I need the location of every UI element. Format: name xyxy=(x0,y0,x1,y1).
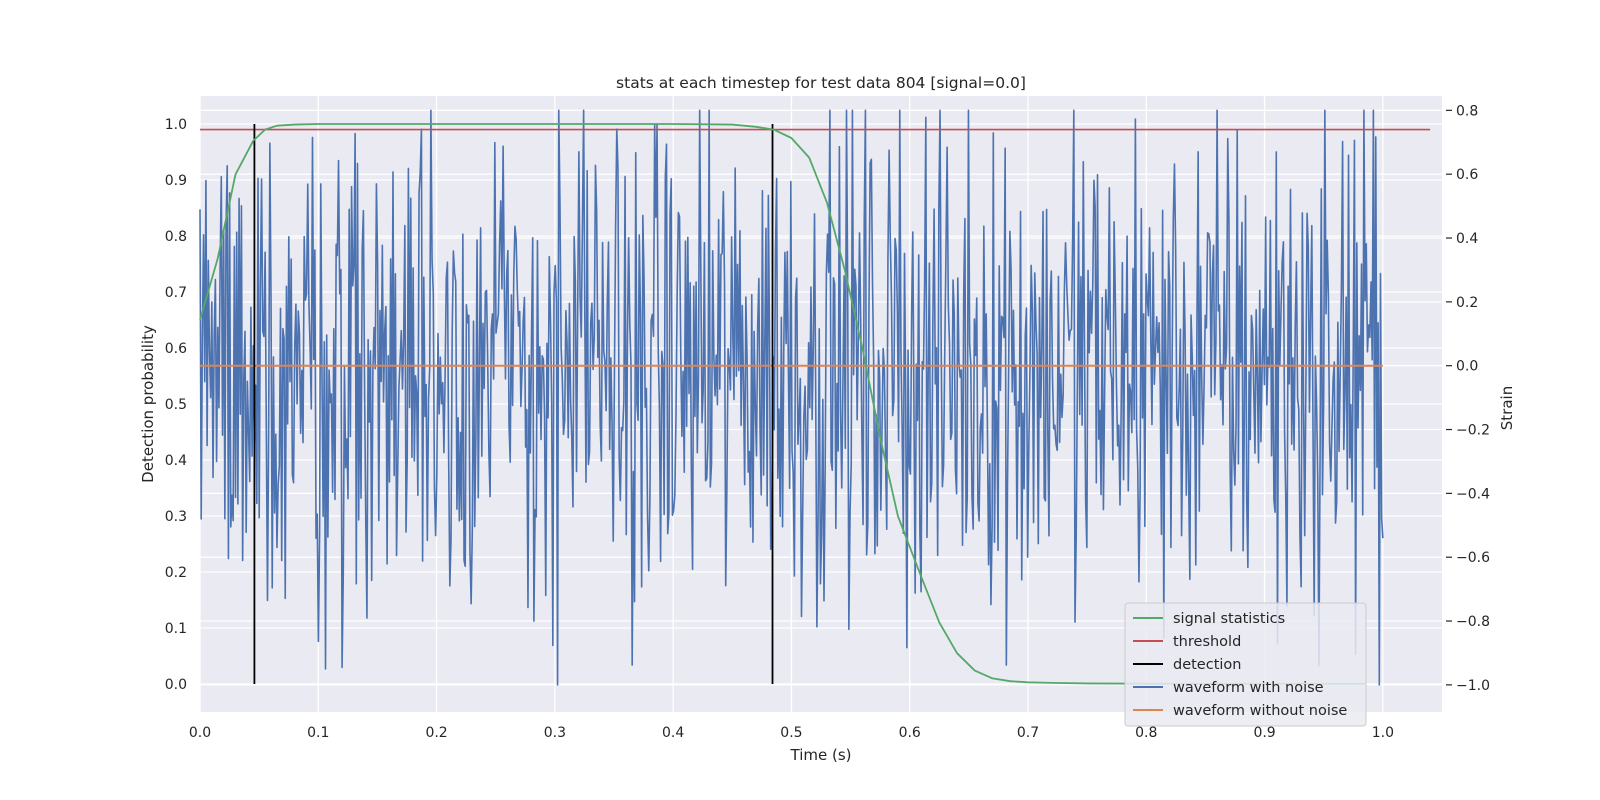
y2-tick-label: 0.2 xyxy=(1456,295,1478,311)
y2-tick-label: 0.4 xyxy=(1456,231,1478,247)
y-tick-label: 0.4 xyxy=(165,453,187,469)
y-tick-label: 0.6 xyxy=(165,341,187,357)
y-tick-label: 0.7 xyxy=(165,285,187,301)
y-axis-label: Detection probability xyxy=(139,325,157,483)
legend-box xyxy=(1124,602,1367,727)
y2-tick-label: 0.8 xyxy=(1456,103,1478,119)
y2-tick-label: 0.6 xyxy=(1456,167,1478,183)
y-tick-label: 0.5 xyxy=(165,397,187,413)
x-tick-label: 0.9 xyxy=(1253,725,1275,741)
x-tick-label: 0.1 xyxy=(307,725,329,741)
y-tick-label: 1.0 xyxy=(165,117,187,133)
series-signal-statistics xyxy=(199,123,1366,685)
y-tick-label: 0.0 xyxy=(165,677,187,693)
x-tick-label: 0.7 xyxy=(1017,725,1039,741)
y2-tick-label: −1.0 xyxy=(1456,678,1490,694)
y-tick-label: 0.3 xyxy=(165,509,187,525)
chart-title: stats at each timestep for test data 804… xyxy=(616,74,1026,92)
x-tick-label: 0.2 xyxy=(425,725,447,741)
legend-label: waveform with noise xyxy=(1173,680,1324,696)
series-waveform-with-noise xyxy=(199,109,1384,686)
series-layer xyxy=(199,109,1431,686)
x-tick-label: 0.4 xyxy=(662,725,684,741)
legend-label: waveform without noise xyxy=(1173,703,1347,719)
y-tick-label: 0.8 xyxy=(165,229,187,245)
y2-tick-label: −0.2 xyxy=(1456,423,1490,439)
x-tick-label: 0.3 xyxy=(544,725,566,741)
legend: signal statistics threshold detection wavef… xyxy=(1124,602,1367,727)
y2-tick-label: −0.8 xyxy=(1456,614,1490,630)
y2-tick-label: −0.4 xyxy=(1456,486,1490,502)
legend-label: signal statistics xyxy=(1173,611,1285,627)
x-axis-label: Time (s) xyxy=(790,746,852,764)
x-tick-label: 1.0 xyxy=(1372,725,1394,741)
y2-tick-label: 0.0 xyxy=(1456,359,1478,375)
x-tick-label: 0.6 xyxy=(899,725,921,741)
legend-label: detection xyxy=(1173,657,1241,673)
legend-label: threshold xyxy=(1173,634,1241,650)
x-tick-label: 0.0 xyxy=(189,725,211,741)
x-tick-label: 0.5 xyxy=(780,725,802,741)
y2-axis-label: Strain xyxy=(1498,386,1516,430)
y-tick-label: 0.9 xyxy=(165,173,187,189)
y2-tick-label: −0.6 xyxy=(1456,550,1490,566)
x-tick-label: 0.8 xyxy=(1135,725,1157,741)
ticks: 0.0 0.1 0.2 0.3 0.4 0.5 0.6 0.7 0.8 0.9 1.0 0.0 0.1 0… xyxy=(165,103,1490,741)
y-tick-label: 0.1 xyxy=(165,621,187,637)
y-tick-label: 0.2 xyxy=(165,565,187,581)
